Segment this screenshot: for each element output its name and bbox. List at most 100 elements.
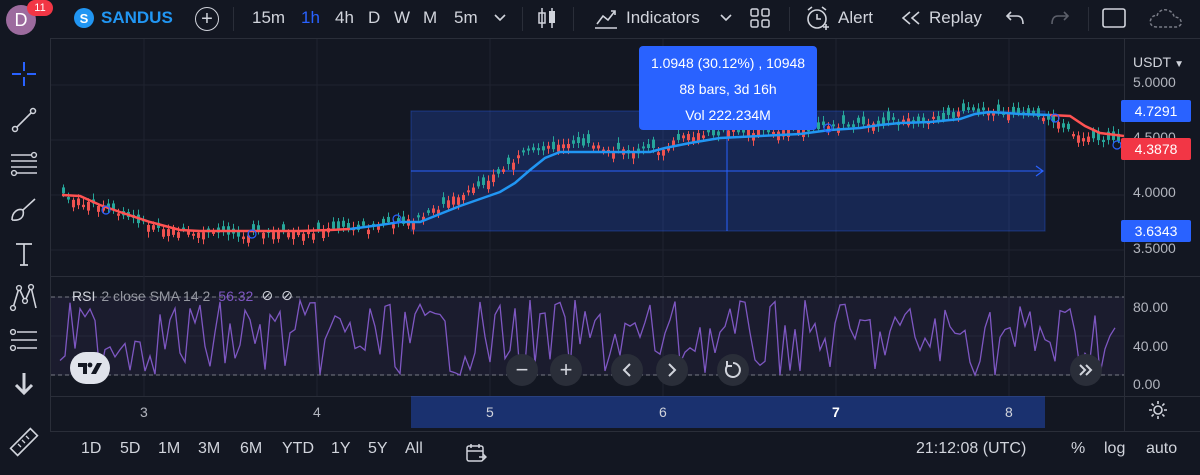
- add-symbol-icon[interactable]: +: [195, 7, 219, 31]
- clock-time[interactable]: 21:12:08 (UTC): [916, 440, 1027, 457]
- rsi-line: [59, 297, 1116, 377]
- brush-icon[interactable]: [8, 194, 40, 226]
- signal-marker: [392, 214, 402, 224]
- interval-dropdown-icon[interactable]: [494, 0, 506, 36]
- avatar-letter: D: [14, 9, 28, 30]
- candle: [677, 134, 680, 140]
- range-5y[interactable]: 5Y: [368, 440, 388, 457]
- percent-toggle[interactable]: %: [1071, 440, 1086, 457]
- interval-5m[interactable]: 5m: [454, 8, 478, 27]
- alert-button[interactable]: Alert: [805, 0, 873, 36]
- candle: [432, 208, 435, 213]
- candle: [727, 130, 730, 137]
- range-1y[interactable]: 1Y: [331, 440, 351, 457]
- replay-button[interactable]: Replay: [900, 0, 982, 36]
- rsi-value: 56.32: [218, 287, 254, 304]
- price-label-4: 4.0000: [1133, 184, 1176, 200]
- interval-1h[interactable]: 1h: [301, 8, 320, 27]
- settings-off-icon[interactable]: ⊘: [281, 287, 293, 303]
- range-ytd[interactable]: YTD: [282, 440, 314, 457]
- candle: [817, 122, 820, 130]
- candle: [687, 134, 690, 141]
- range-5d[interactable]: 5D: [120, 440, 141, 457]
- log-toggle[interactable]: log: [1104, 440, 1126, 457]
- pattern-tool-icon[interactable]: [8, 282, 40, 314]
- currency-selector[interactable]: USDT ▼: [1133, 54, 1185, 70]
- chart-settings-icon[interactable]: [1148, 400, 1168, 425]
- candle: [367, 229, 370, 235]
- chevron-left-icon: [622, 363, 631, 377]
- layout-grid-icon[interactable]: [750, 0, 770, 36]
- fullscreen-icon[interactable]: [1102, 0, 1126, 36]
- redo-icon[interactable]: [1050, 0, 1070, 36]
- trend-line-icon[interactable]: [8, 104, 40, 136]
- main-chart[interactable]: [51, 39, 1124, 431]
- hide-icon[interactable]: ⊘: [261, 287, 274, 303]
- symbol-logo-icon: S: [74, 8, 94, 28]
- text-tool-icon[interactable]: [8, 238, 40, 270]
- candle: [62, 187, 65, 194]
- range-3m[interactable]: 3M: [198, 440, 221, 457]
- candle: [1052, 114, 1055, 123]
- candle: [182, 227, 185, 230]
- rsi-axis-80: 80.00: [1133, 299, 1169, 315]
- symbol-search[interactable]: S SANDUSD: [74, 7, 173, 29]
- rsi-axis-40: 40.00: [1133, 338, 1169, 354]
- candle: [937, 116, 940, 121]
- candle: [682, 135, 685, 139]
- scroll-right-button[interactable]: [656, 354, 688, 386]
- range-1m[interactable]: 1M: [158, 440, 181, 457]
- candle: [822, 121, 825, 126]
- arrow-down-icon[interactable]: [8, 368, 40, 400]
- range-6m[interactable]: 6M: [240, 440, 263, 457]
- interval-w[interactable]: W: [394, 8, 411, 27]
- candle: [962, 103, 965, 112]
- candle: [397, 218, 400, 222]
- candle: [312, 233, 315, 240]
- pane-separator: [50, 276, 1200, 277]
- long-position-icon[interactable]: [8, 326, 40, 358]
- crosshair-icon[interactable]: [8, 58, 40, 90]
- scroll-to-realtime-button[interactable]: [1070, 354, 1102, 386]
- zoom-out-button[interactable]: −: [506, 354, 538, 386]
- candle: [772, 131, 775, 135]
- candle: [747, 129, 750, 138]
- pane-border: [50, 431, 1200, 432]
- date-label-6: 6: [659, 404, 667, 420]
- interval-4h[interactable]: 4h: [335, 8, 354, 27]
- candlestick-type-icon[interactable]: [536, 0, 558, 36]
- fib-retracement-icon[interactable]: [8, 148, 40, 180]
- candle: [1012, 106, 1015, 115]
- candle: [87, 201, 90, 211]
- interval-15m[interactable]: 15m: [252, 8, 286, 27]
- candle: [322, 230, 325, 239]
- range-1d[interactable]: 1D: [81, 440, 102, 457]
- candle: [932, 116, 935, 119]
- candle: [212, 231, 215, 234]
- candle: [952, 112, 955, 118]
- zoom-in-button[interactable]: +: [550, 354, 582, 386]
- indicators-dropdown-icon[interactable]: [720, 0, 732, 36]
- bottom-toolbar: 1D 5D 1M 3M 6M YTD 1Y 5Y All 21:12:08 (U…: [50, 432, 1200, 475]
- interval-m[interactable]: M: [423, 8, 438, 27]
- separator: [233, 7, 234, 31]
- candle: [827, 126, 830, 130]
- candle: [332, 221, 335, 229]
- top-toolbar: D 11 S SANDUSD + 15m 1h 4h D W M 5m Indi…: [0, 0, 1200, 38]
- interval-d[interactable]: D: [368, 8, 381, 27]
- candle: [317, 222, 320, 231]
- date-range-icon[interactable]: [465, 442, 487, 469]
- ruler-icon[interactable]: [8, 426, 40, 458]
- indicators-button[interactable]: Indicators: [594, 0, 700, 36]
- candle: [1107, 131, 1110, 140]
- reset-chart-button[interactable]: [717, 354, 749, 386]
- range-all[interactable]: All: [405, 440, 423, 457]
- candle: [577, 137, 580, 144]
- scroll-left-button[interactable]: [611, 354, 643, 386]
- undo-icon[interactable]: [1005, 0, 1025, 36]
- candle: [67, 196, 70, 200]
- rsi-legend[interactable]: RSI 2 close SMA 14 2 56.32 ⊘ ⊘: [72, 287, 293, 304]
- auto-toggle[interactable]: auto: [1146, 440, 1178, 457]
- cloud-save-icon[interactable]: [1148, 0, 1184, 36]
- candle: [557, 144, 560, 152]
